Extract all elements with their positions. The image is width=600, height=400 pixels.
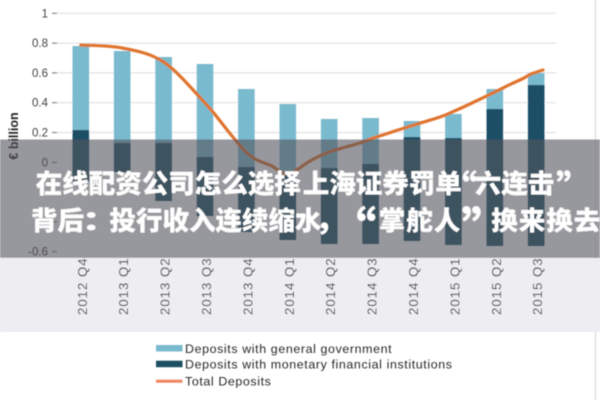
svg-text:2013 Q4: 2013 Q4: [240, 257, 255, 315]
svg-text:2013 Q2: 2013 Q2: [158, 257, 173, 315]
svg-text:2015 Q2: 2015 Q2: [489, 257, 504, 315]
svg-text:2014 Q3: 2014 Q3: [365, 257, 380, 315]
svg-text:2014 Q4: 2014 Q4: [406, 257, 421, 315]
svg-text:2015 Q3: 2015 Q3: [530, 257, 545, 315]
svg-text:0.8: 0.8: [32, 38, 48, 50]
svg-text:2013 Q1: 2013 Q1: [116, 257, 131, 315]
svg-text:2014 Q2: 2014 Q2: [323, 257, 338, 315]
svg-text:0.2: 0.2: [32, 128, 48, 140]
svg-text:Deposits with general governme: Deposits with general government: [185, 342, 392, 356]
svg-text:1: 1: [42, 8, 48, 20]
svg-text:2015 Q1: 2015 Q1: [447, 257, 462, 315]
svg-text:2014 Q1: 2014 Q1: [282, 257, 297, 315]
svg-text:0.4: 0.4: [32, 98, 49, 110]
svg-text:Total Deposits: Total Deposits: [185, 375, 272, 389]
svg-text:Deposits with monetary financi: Deposits with monetary financial institu…: [185, 358, 453, 372]
svg-text:2012 Q4: 2012 Q4: [75, 257, 90, 315]
svg-text:0.6: 0.6: [32, 68, 48, 80]
svg-text:2013 Q3: 2013 Q3: [199, 257, 214, 315]
